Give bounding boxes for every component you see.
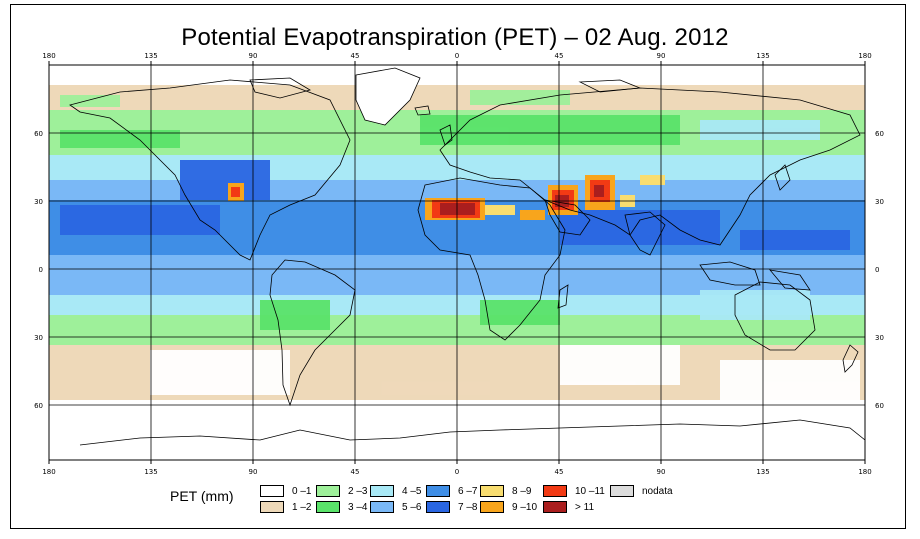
graticule bbox=[49, 65, 865, 460]
legend-item-3-4: 3 –4 bbox=[316, 501, 367, 513]
bottom-lon-label: 180 bbox=[858, 468, 871, 476]
pet-hotspots bbox=[228, 175, 665, 220]
left-lat-label: 60 bbox=[34, 402, 43, 410]
top-lon-label: 45 bbox=[555, 52, 564, 60]
bottom-lon-label: 90 bbox=[249, 468, 258, 476]
legend-label: 0 –1 bbox=[292, 485, 312, 497]
coastlines bbox=[69, 77, 865, 446]
legend-title: PET (mm) bbox=[170, 488, 234, 504]
top-lon-label: 135 bbox=[756, 52, 769, 60]
legend-item-5-6: 5 –6 bbox=[370, 501, 421, 513]
legend-label: nodata bbox=[642, 485, 673, 497]
right-lat-label: 60 bbox=[875, 402, 884, 410]
legend-item-2-3: 2 –3 bbox=[316, 485, 367, 497]
legend-item-1-2: 1 –2 bbox=[260, 501, 311, 513]
top-lon-label: 90 bbox=[657, 52, 666, 60]
pet-patches bbox=[60, 90, 860, 400]
legend-swatch bbox=[370, 485, 394, 497]
top-lon-label: 180 bbox=[858, 52, 871, 60]
legend-swatch bbox=[480, 501, 504, 513]
legend-label: 6 –7 bbox=[458, 485, 478, 497]
tick-marks bbox=[48, 61, 866, 464]
legend-label: > 11 bbox=[575, 501, 594, 513]
bottom-lon-label: 135 bbox=[756, 468, 769, 476]
legend-label: 1 –2 bbox=[292, 501, 312, 513]
left-lat-label: 60 bbox=[34, 130, 43, 138]
legend-item-gt-11: > 11 bbox=[543, 501, 594, 513]
legend-swatch bbox=[543, 501, 567, 513]
legend-swatch bbox=[316, 501, 340, 513]
legend-swatch bbox=[543, 485, 567, 497]
legend-item-9-10: 9 –10 bbox=[480, 501, 537, 513]
legend-swatch bbox=[316, 485, 340, 497]
right-lat-label: 0 bbox=[875, 266, 879, 274]
legend-label: 7 –8 bbox=[458, 501, 478, 513]
legend-swatch bbox=[480, 485, 504, 497]
top-lon-label: 45 bbox=[351, 52, 360, 60]
bottom-lon-label: 45 bbox=[555, 468, 564, 476]
legend-swatch bbox=[260, 485, 284, 497]
top-lon-label: 180 bbox=[42, 52, 55, 60]
bottom-lon-label: 180 bbox=[42, 468, 55, 476]
legend-swatch bbox=[370, 501, 394, 513]
legend-label: 9 –10 bbox=[512, 501, 538, 513]
right-lat-label: 30 bbox=[875, 198, 884, 206]
legend-swatch bbox=[426, 485, 450, 497]
left-lat-label: 0 bbox=[39, 266, 43, 274]
left-lat-label: 30 bbox=[34, 198, 43, 206]
legend-item-7-8: 7 –8 bbox=[426, 501, 477, 513]
legend-label: 2 –3 bbox=[348, 485, 368, 497]
legend-label: 5 –6 bbox=[402, 501, 422, 513]
legend-label: 10 –11 bbox=[575, 485, 605, 497]
legend-swatch bbox=[610, 485, 634, 497]
legend-label: 4 –5 bbox=[402, 485, 422, 497]
bottom-lon-label: 0 bbox=[455, 468, 459, 476]
right-lat-label: 30 bbox=[875, 334, 884, 342]
legend-label: 8 –9 bbox=[512, 485, 532, 497]
left-lat-label: 30 bbox=[34, 334, 43, 342]
bottom-lon-label: 45 bbox=[351, 468, 360, 476]
top-lon-label: 90 bbox=[249, 52, 258, 60]
legend-item-8-9: 8 –9 bbox=[480, 485, 531, 497]
legend-item-4-5: 4 –5 bbox=[370, 485, 421, 497]
bottom-lon-label: 135 bbox=[144, 468, 157, 476]
legend-swatch bbox=[426, 501, 450, 513]
bottom-lon-label: 90 bbox=[657, 468, 666, 476]
legend-swatch bbox=[260, 501, 284, 513]
legend-item-6-7: 6 –7 bbox=[426, 485, 477, 497]
legend-item-0-1: 0 –1 bbox=[260, 485, 311, 497]
top-lon-label: 135 bbox=[144, 52, 157, 60]
legend-item-10-11: 10 –11 bbox=[543, 485, 605, 497]
top-lon-label: 0 bbox=[455, 52, 459, 60]
greenland bbox=[355, 67, 421, 126]
map-title: Potential Evapotranspiration (PET) – 02 … bbox=[181, 24, 729, 51]
legend-label: 3 –4 bbox=[348, 501, 368, 513]
legend-item-nodata: nodata bbox=[610, 485, 673, 497]
right-lat-label: 60 bbox=[875, 130, 884, 138]
